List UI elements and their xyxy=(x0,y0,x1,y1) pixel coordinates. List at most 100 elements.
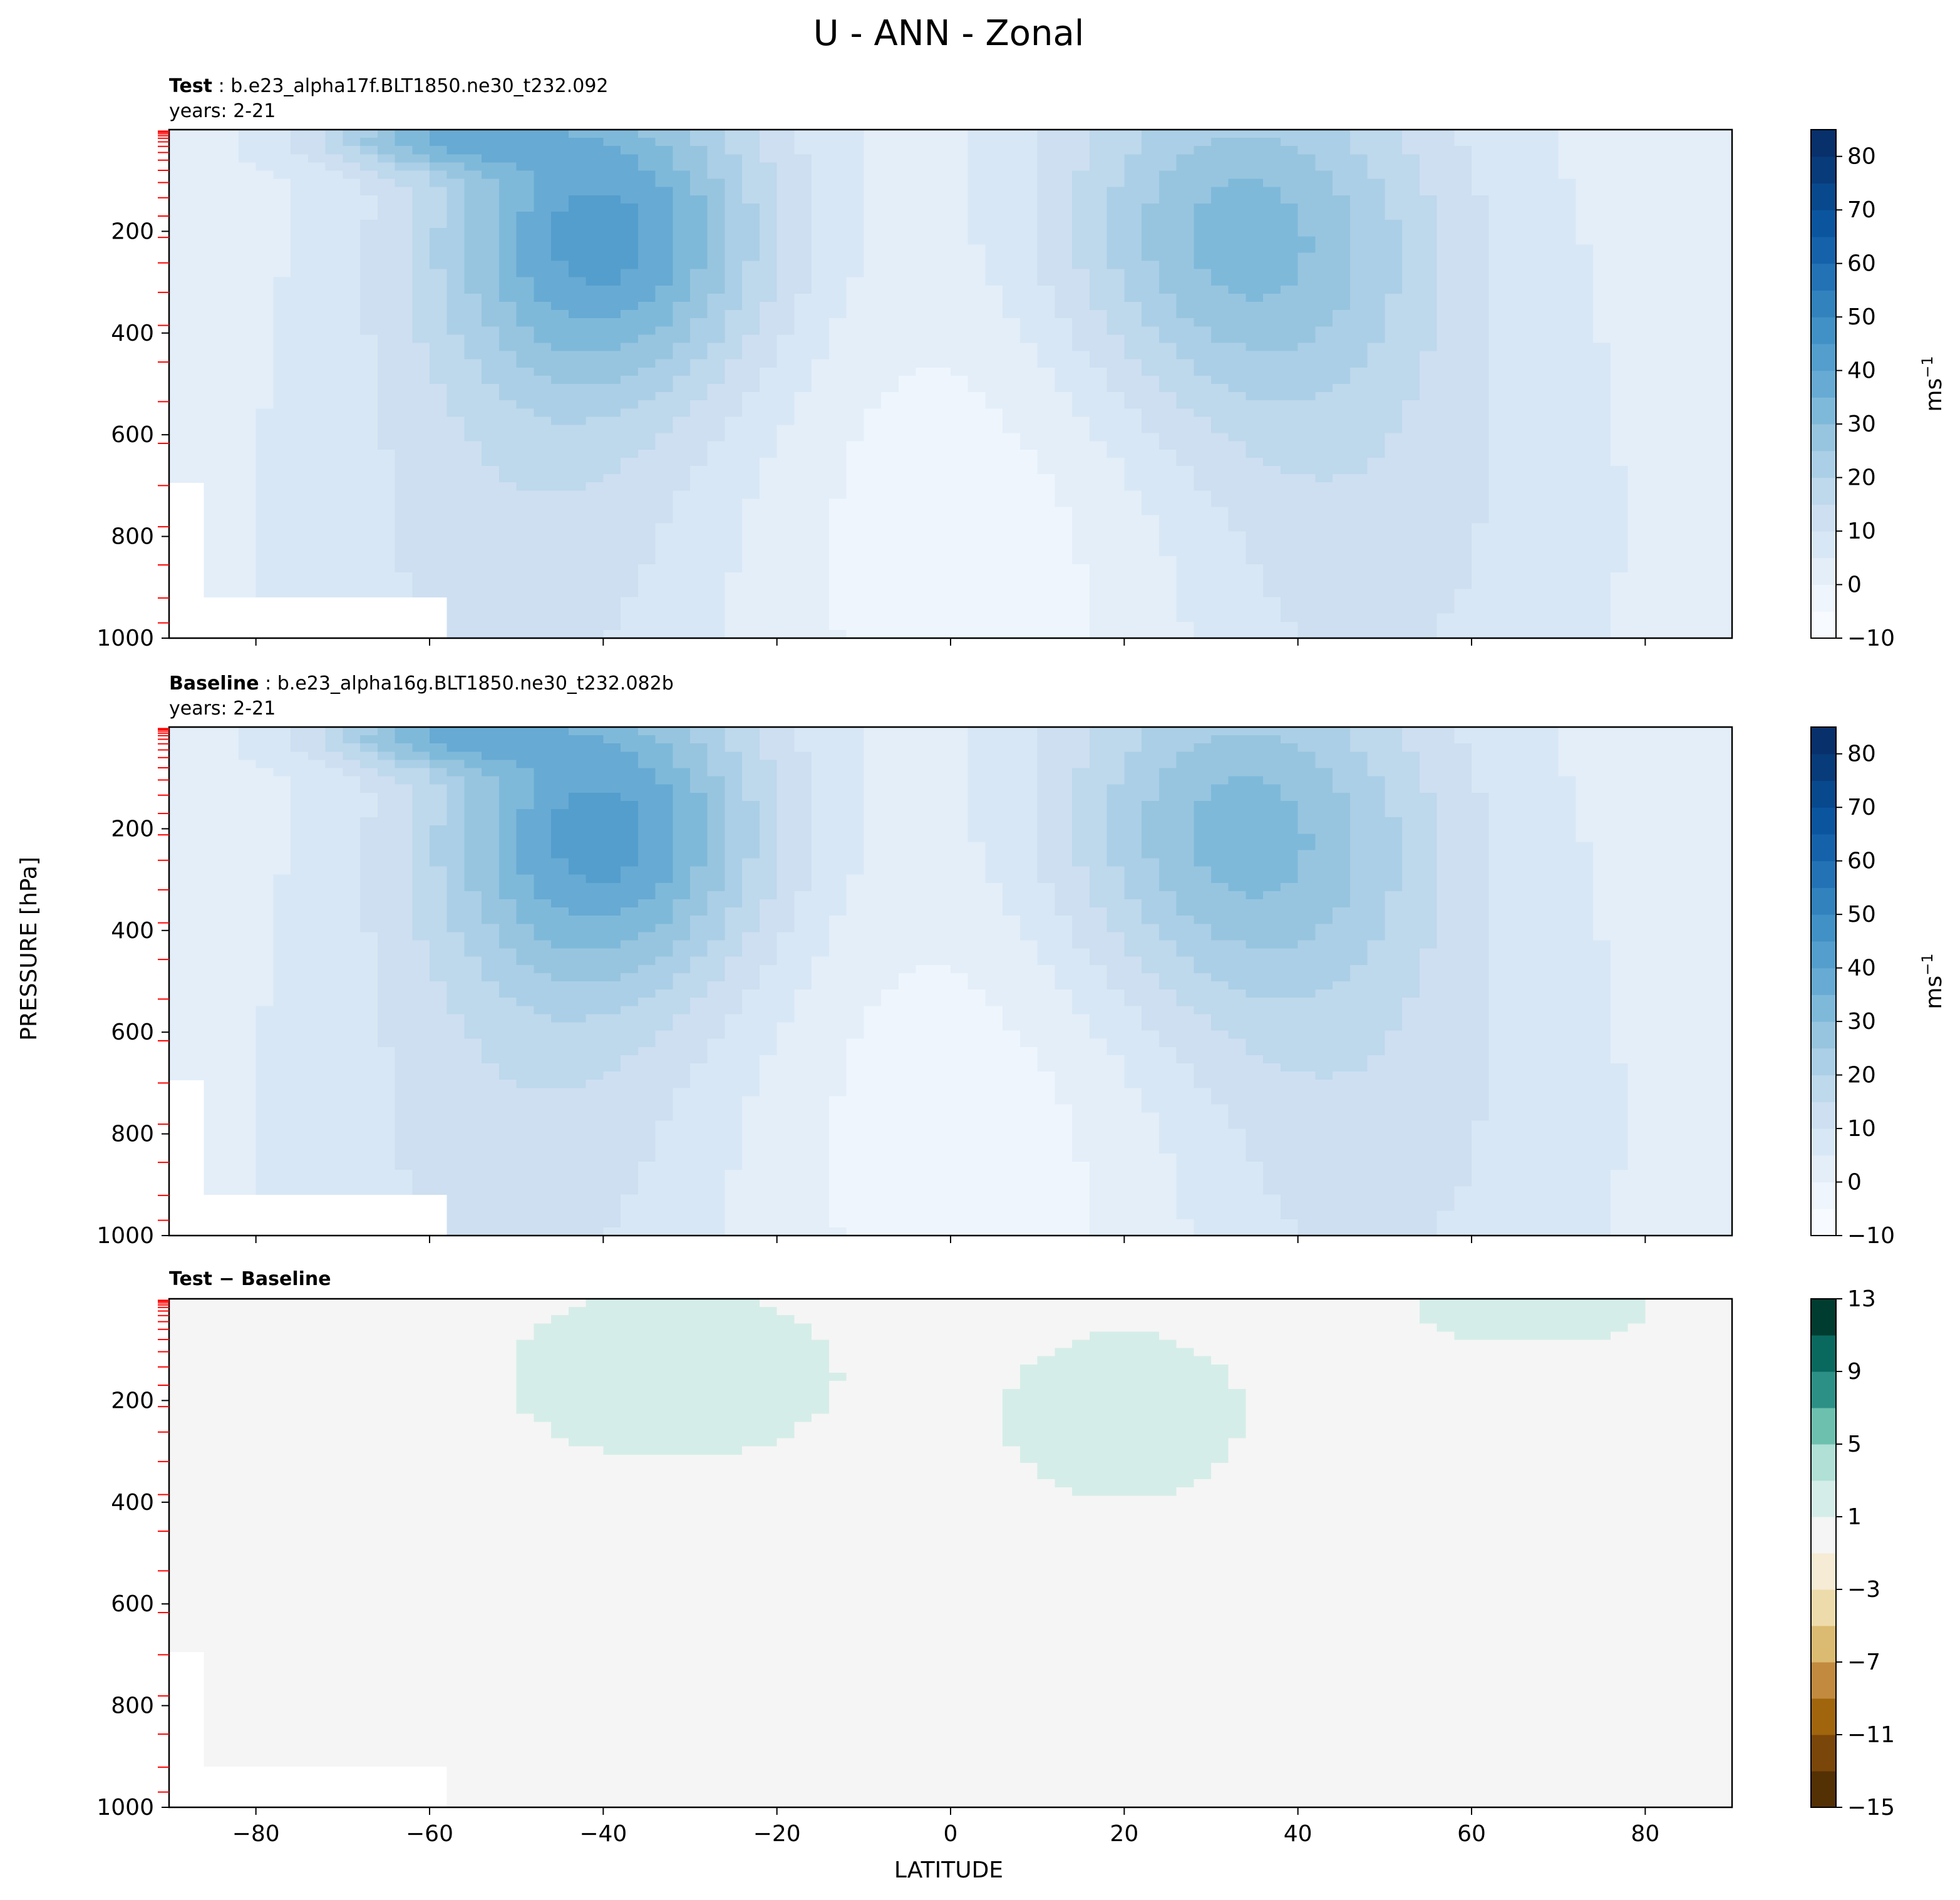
contour-cell xyxy=(169,392,187,401)
contour-cell xyxy=(568,498,587,508)
contour-cell xyxy=(204,130,222,138)
contour-cell xyxy=(534,490,552,499)
contour-cell xyxy=(1263,547,1281,557)
contour-cell xyxy=(828,400,847,409)
contour-cell xyxy=(1106,441,1125,450)
contour-cell xyxy=(846,490,864,499)
contour-cell xyxy=(1436,310,1455,319)
contour-cell xyxy=(498,621,517,631)
contour-cell xyxy=(1246,515,1264,524)
contour-cell xyxy=(1576,539,1594,549)
contour-cell xyxy=(794,490,812,499)
contour-cell xyxy=(482,408,500,417)
contour-cell xyxy=(898,269,917,278)
contour-cell xyxy=(1385,310,1403,319)
contour-cell xyxy=(1402,441,1420,450)
contour-cell xyxy=(1402,244,1420,254)
contour-cell xyxy=(273,581,291,590)
contour-cell xyxy=(325,531,343,540)
contour-cell xyxy=(291,302,309,311)
contour-cell xyxy=(916,547,934,557)
contour-cell xyxy=(742,474,760,483)
contour-cell xyxy=(1576,629,1594,639)
contour-field-test xyxy=(169,130,1733,639)
contour-cell xyxy=(846,564,864,573)
contour-cell xyxy=(430,433,448,442)
contour-cell xyxy=(1349,252,1368,262)
contour-cell xyxy=(933,351,951,360)
contour-cell xyxy=(1333,605,1351,614)
contour-cell xyxy=(951,531,969,540)
contour-cell xyxy=(516,130,534,138)
contour-cell xyxy=(828,252,847,262)
contour-cell xyxy=(1055,138,1073,147)
contour-cell xyxy=(1593,146,1611,155)
contour-cell xyxy=(464,343,482,352)
contour-cell xyxy=(759,629,778,639)
contour-cell xyxy=(1263,285,1281,294)
contour-cell xyxy=(812,220,830,229)
contour-cell xyxy=(516,597,534,606)
contour-cell xyxy=(1454,130,1472,138)
contour-cell xyxy=(1142,581,1160,590)
contour-cell xyxy=(985,581,1003,590)
contour-cell xyxy=(1106,334,1125,344)
contour-cell xyxy=(776,392,795,401)
contour-cell xyxy=(864,523,882,532)
contour-cell xyxy=(637,252,656,262)
contour-cell xyxy=(430,178,448,188)
contour-cell xyxy=(377,130,396,138)
contour-cell xyxy=(637,441,656,450)
contour-cell xyxy=(812,277,830,286)
contour-cell xyxy=(446,195,465,204)
contour-cell xyxy=(204,539,222,549)
contour-cell xyxy=(585,211,604,220)
contour-cell xyxy=(395,507,413,516)
contour-cell xyxy=(1003,228,1021,237)
contour-cell xyxy=(1558,400,1576,409)
contour-cell xyxy=(1385,195,1403,204)
contour-cell xyxy=(1124,613,1142,622)
contour-cell xyxy=(1385,146,1403,155)
contour-cell xyxy=(1402,170,1420,180)
contour-cell xyxy=(1558,433,1576,442)
contour-cell xyxy=(186,408,205,417)
contour-cell xyxy=(360,252,378,262)
contour-cell xyxy=(1228,392,1247,401)
contour-cell xyxy=(1055,490,1073,499)
contour-cell xyxy=(1367,433,1385,442)
contour-cell xyxy=(360,531,378,540)
contour-cell xyxy=(742,400,760,409)
contour-cell xyxy=(1106,605,1125,614)
contour-cell xyxy=(742,433,760,442)
contour-cell xyxy=(794,589,812,598)
contour-cell xyxy=(1194,302,1212,311)
contour-cell xyxy=(1576,170,1594,180)
contour-cell xyxy=(707,515,726,524)
contour-cell xyxy=(1524,302,1542,311)
contour-cell xyxy=(273,211,291,220)
contour-cell xyxy=(603,269,621,278)
contour-cell xyxy=(1576,178,1594,188)
contour-cell xyxy=(1194,195,1212,204)
contour-cell xyxy=(307,211,326,220)
contour-cell xyxy=(204,170,222,180)
contour-cell xyxy=(794,441,812,450)
contour-cell xyxy=(446,449,465,458)
contour-cell xyxy=(377,449,396,458)
contour-cell xyxy=(343,384,361,393)
contour-cell xyxy=(291,310,309,319)
contour-cell xyxy=(603,392,621,401)
contour-cell xyxy=(1558,629,1576,639)
contour-cell xyxy=(1089,531,1108,540)
contour-cell xyxy=(1246,523,1264,532)
contour-cell xyxy=(1385,498,1403,508)
contour-cell xyxy=(812,416,830,426)
contour-cell xyxy=(1019,138,1038,147)
contour-cell xyxy=(1142,408,1160,417)
contour-cell xyxy=(828,154,847,163)
contour-cell xyxy=(1055,375,1073,385)
contour-cell xyxy=(1297,236,1316,245)
contour-cell xyxy=(1055,343,1073,352)
contour-cell xyxy=(1072,597,1090,606)
